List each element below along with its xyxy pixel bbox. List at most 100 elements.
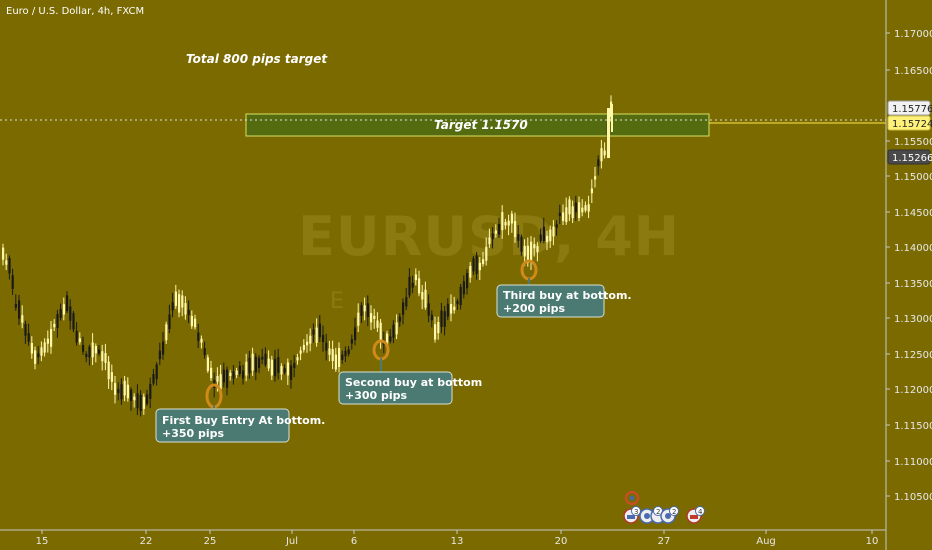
candle-body xyxy=(549,229,552,242)
candle-body xyxy=(373,315,376,319)
candle-body xyxy=(546,235,549,243)
candle-body xyxy=(200,338,203,343)
candle-body xyxy=(558,212,561,217)
candle-body xyxy=(283,368,286,373)
target-zone[interactable]: Target 1.1570 xyxy=(245,113,710,137)
candle-body xyxy=(235,370,238,375)
candle-body xyxy=(117,388,120,394)
candle-body xyxy=(392,324,395,338)
candle-body xyxy=(142,396,145,409)
candle-body xyxy=(139,394,142,412)
candle-body xyxy=(453,306,456,311)
candle-body xyxy=(379,322,382,341)
headline-text: Total 800 pips target xyxy=(186,52,328,66)
candle-body xyxy=(62,304,65,315)
candle-body xyxy=(459,286,462,305)
price-tick-label: 1.17000 xyxy=(894,29,932,40)
candle-body xyxy=(2,247,5,260)
price-badge-label: 1.15724 xyxy=(892,119,932,130)
price-tick-label: 1.12000 xyxy=(894,385,932,396)
candle-body xyxy=(78,338,81,343)
candle-body xyxy=(178,294,181,313)
candle-body xyxy=(354,327,357,341)
candle-body xyxy=(590,188,593,194)
event-flag-2[interactable]: 2 xyxy=(639,506,666,524)
event-flag-1[interactable]: 3 xyxy=(623,506,641,524)
event-flag-3[interactable]: 2 xyxy=(660,506,679,524)
candle-body xyxy=(482,259,485,265)
candle-body xyxy=(50,328,53,347)
candle-body xyxy=(578,202,581,219)
candle-body xyxy=(478,262,481,271)
price-badge-label: 1.15776 xyxy=(892,104,932,115)
candle-body xyxy=(267,358,270,369)
price-tick-label: 1.13000 xyxy=(894,314,932,325)
candle-body xyxy=(334,354,337,370)
candle-body xyxy=(91,342,94,358)
candle-body xyxy=(395,322,398,335)
note-third-buy[interactable]: Third buy at bottom. +200 pips xyxy=(496,278,632,318)
candle-body xyxy=(443,311,446,327)
candle-body xyxy=(350,339,353,344)
candle-body xyxy=(475,255,478,274)
candle-body xyxy=(120,384,123,400)
candle-body xyxy=(98,349,101,354)
candle-body xyxy=(184,303,187,315)
candle-body xyxy=(360,305,363,316)
candle-body xyxy=(312,329,315,335)
time-tick-label: 27 xyxy=(658,536,671,547)
price-tick-label: 1.16500 xyxy=(894,66,932,77)
candle-body xyxy=(526,245,529,263)
candle-body xyxy=(424,289,427,308)
candle-body xyxy=(270,359,273,376)
candle-body xyxy=(168,314,171,329)
candle-body xyxy=(258,357,261,368)
candle-body xyxy=(274,358,277,377)
candle-body xyxy=(517,234,520,241)
candle-body xyxy=(254,356,257,373)
price-badge-plain: 1.15776 xyxy=(887,100,932,116)
note-first-buy[interactable]: First Buy Entry At bottom. +350 pips xyxy=(155,405,325,443)
candle-body xyxy=(542,226,545,242)
candle-body xyxy=(309,335,312,344)
note-second-buy[interactable]: Second buy at bottom +300 pips xyxy=(338,358,482,405)
price-axis[interactable]: 1.17000 1.16500 1.15500 1.15000 1.14500 1.140… xyxy=(886,29,932,503)
candle-body xyxy=(146,394,149,404)
candle-body xyxy=(21,315,24,323)
candle-body xyxy=(446,303,449,317)
note-second-buy-line1: Second buy at bottom xyxy=(345,376,482,389)
candle-body xyxy=(338,348,341,367)
candle-body xyxy=(488,237,491,245)
candle-body xyxy=(408,276,411,296)
candle-body xyxy=(187,309,190,316)
candle-body xyxy=(437,322,440,334)
candle-body xyxy=(72,313,75,330)
candle-body xyxy=(75,330,78,343)
candle-body xyxy=(286,362,289,376)
price-tick-label: 1.13500 xyxy=(894,279,932,290)
candle-body xyxy=(56,314,59,329)
candle-body xyxy=(418,278,421,294)
candle-body-last xyxy=(607,108,610,158)
candle-body xyxy=(603,150,606,156)
candle-body xyxy=(520,236,523,252)
event-count-1: 3 xyxy=(634,508,638,516)
candle-body xyxy=(222,369,225,383)
candle-body xyxy=(293,362,296,369)
candle-body xyxy=(216,375,219,382)
candle-body xyxy=(5,260,8,265)
price-tick-label: 1.15500 xyxy=(894,137,932,148)
candle-body xyxy=(594,176,597,180)
candle-body xyxy=(126,384,129,399)
candle-body xyxy=(59,309,62,318)
candle-body xyxy=(514,220,517,238)
event-alert-icon[interactable] xyxy=(625,491,639,505)
time-axis[interactable]: 15 22 25 Jul 6 13 20 27 Aug 10 xyxy=(36,530,879,547)
time-tick-label: 22 xyxy=(140,536,153,547)
event-flag-4[interactable]: 4 xyxy=(686,506,705,524)
note-first-buy-line1: First Buy Entry At bottom. xyxy=(162,414,325,427)
candle-body xyxy=(302,344,305,350)
event-badges[interactable]: 3 2 2 4 xyxy=(623,491,705,524)
